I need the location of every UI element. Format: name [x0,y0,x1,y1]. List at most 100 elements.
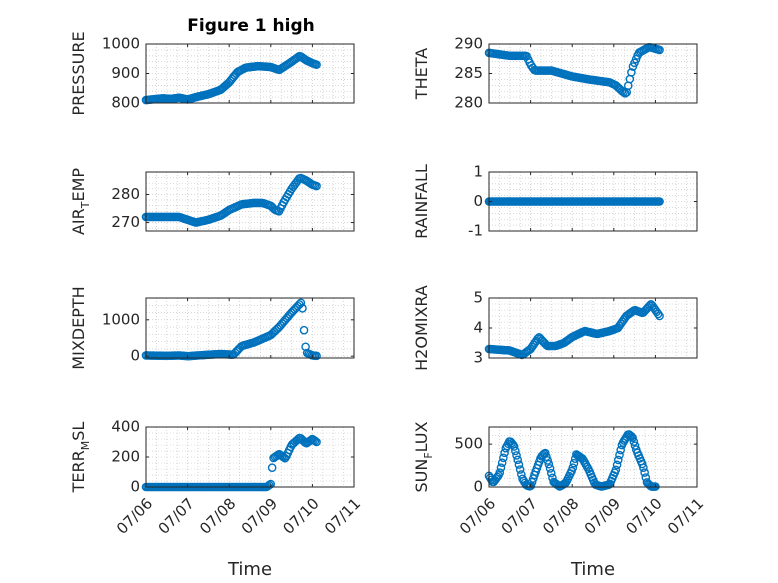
data-point [655,45,664,55]
data-point [627,68,636,77]
y-tick-label: 290 [454,35,483,53]
data-point [629,437,639,446]
y-tick-label: 285 [454,64,483,82]
y-label-main: SUN [412,459,431,493]
y-tick-label: 0 [473,478,483,496]
y-tick-label: 4 [473,319,483,337]
y-tick-label: 280 [111,185,140,203]
panel-pressure: 800 900 1000 PRESSURE [69,31,355,116]
data-point [625,431,635,440]
data-point [296,298,306,308]
y-label-main: PRESSURE [69,31,88,115]
data-point [611,465,621,475]
x-axis-label: Time [570,559,615,580]
data-point [568,463,578,472]
data-point [497,458,507,468]
y-tick-label: 900 [111,64,140,82]
y-label-main: THETA [412,48,431,100]
data-point [548,473,557,483]
x-tick-label: 07/11 [664,495,707,538]
y-label-subscript: T [79,201,92,209]
data-point [264,480,274,490]
data-point [619,87,628,97]
data-point [511,446,520,456]
data-point [496,463,506,472]
y-axis-label: THETA [412,48,431,100]
y-tick-label: 270 [111,213,140,231]
y-label-main: AIR [69,208,88,235]
data-point [542,452,551,462]
data-point [628,433,637,443]
data-point [546,468,556,478]
axes-box [145,171,355,232]
data-point [612,460,622,470]
data-point [655,197,664,206]
figure-title: Figure 1 high [187,16,315,36]
x-tick-label: 07/07 [155,495,198,538]
data-point [569,458,579,468]
y-tick-label: 1000 [102,35,140,53]
y-label-main: TERR [69,450,88,493]
x-tick-label: 07/10 [279,495,322,538]
x-tick-label: 07/06 [113,495,156,538]
y-tick-label: 0 [130,478,140,496]
x-tick-label: 07/08 [196,495,239,538]
y-tick-label: 3 [473,349,483,367]
data-point [306,435,316,445]
y-axis-label: MIXDEPTH [69,286,88,369]
y-axis-label: PRESSURE [69,31,88,115]
panel-mixdepth: 0 1000 MIXDEPTH [69,286,355,370]
y-label-subscript: M [79,441,92,451]
data-point [513,455,523,465]
data-point [298,304,307,313]
data-point [515,465,525,474]
y-label-subscript: F [422,452,435,458]
data-point [543,456,552,465]
y-label-main: H2OMIXRA [412,285,431,371]
y-tick-label: -1 [468,222,483,240]
data-point [312,437,321,447]
panel-h2omixra: 3 4 5 H2OMIXRA [412,285,698,371]
x-tick-label: 07/11 [321,495,364,538]
x-tick-label: 07/10 [622,495,665,538]
y-axis-label: RAINFALL [412,164,431,239]
y-axis-label: H2OMIXRA [412,285,431,371]
y-label-main: MIXDEPTH [69,286,88,369]
data-point [645,301,654,311]
data-point [540,448,550,458]
data-point [653,309,663,319]
data-point [509,442,519,451]
data-point [499,453,508,463]
y-tick-label: 800 [111,94,140,112]
y-label-main: RAINFALL [412,164,431,239]
y-tick-label: 400 [111,418,140,436]
data-point [266,479,276,489]
data-point [655,311,664,321]
y-label-tail: SL [69,422,88,441]
data-point [312,351,321,361]
panel-theta: 280 285 290 THETA [412,35,698,112]
y-axis-label: TERRMSL [69,422,92,494]
y-label-tail: EMP [69,168,88,202]
x-tick-label: 07/09 [238,495,281,538]
data-point [627,432,636,441]
panel-rainfall: -1 0 1 RAINFALL [412,163,698,240]
y-tick-label: 0 [130,347,140,365]
data-point [639,463,648,472]
data-point [493,472,502,482]
x-tick-label: 07/09 [581,495,624,538]
y-axis-label: AIRTEMP [69,168,92,235]
data-point [640,468,649,477]
y-tick-label: 280 [454,94,483,112]
data-point [514,460,524,469]
data-point [495,468,505,477]
x-tick-label: 07/06 [456,495,499,538]
y-tick-label: 1000 [102,310,140,328]
data-point [616,445,625,455]
x-tick-label: 07/08 [539,495,582,538]
data-point [512,451,521,460]
data-point [613,455,623,465]
data-point [312,181,321,191]
